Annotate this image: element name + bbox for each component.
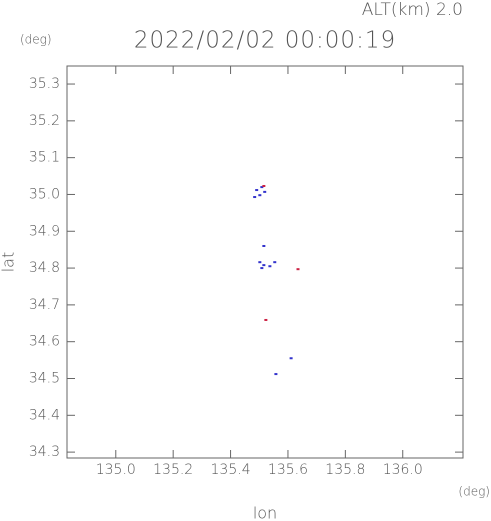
x-tick-label: 136.0 [383, 462, 423, 478]
y-tick-label: 35.2 [29, 113, 60, 129]
x-tick-label: 135.0 [96, 462, 136, 478]
y-unit: (deg) [20, 33, 52, 47]
plot-frame [66, 65, 464, 459]
data-point [262, 184, 266, 187]
y-tick-label: 35.1 [29, 150, 60, 166]
data-point [258, 261, 262, 264]
y-tick-label: 34.8 [29, 260, 60, 276]
x-axis-label: lon [253, 504, 277, 521]
data-point [264, 318, 268, 321]
y-tick-label: 34.6 [29, 334, 60, 350]
data-point [274, 373, 278, 376]
data-point [258, 194, 262, 197]
data-point [263, 190, 267, 193]
data-point [260, 186, 264, 189]
y-axis-label: lat [0, 252, 18, 273]
data-point [262, 264, 266, 267]
data-point [262, 244, 266, 247]
y-tick-label: 34.4 [29, 407, 60, 423]
data-point [253, 196, 257, 199]
altitude-annotation: ALT(km) 2.0 [362, 0, 463, 20]
data-point [260, 267, 264, 270]
data-point [296, 268, 300, 271]
y-tick-label: 34.9 [29, 223, 60, 239]
data-point [268, 265, 272, 268]
y-tick-label: 35.3 [29, 76, 60, 92]
data-point [273, 261, 277, 264]
y-tick-label: 35.0 [29, 186, 60, 202]
x-unit: (deg) [458, 485, 490, 499]
x-tick-label: 135.2 [153, 462, 193, 478]
data-point [255, 189, 259, 192]
y-tick-label: 34.7 [29, 297, 60, 313]
y-tick-label: 34.5 [29, 370, 60, 386]
x-tick-label: 135.6 [268, 462, 308, 478]
chart-title: 2022/02/02 00:00:19 [134, 28, 396, 54]
data-point [289, 357, 293, 360]
x-tick-label: 135.4 [211, 462, 251, 478]
x-tick-label: 135.8 [325, 462, 365, 478]
y-tick-label: 34.3 [29, 444, 60, 460]
